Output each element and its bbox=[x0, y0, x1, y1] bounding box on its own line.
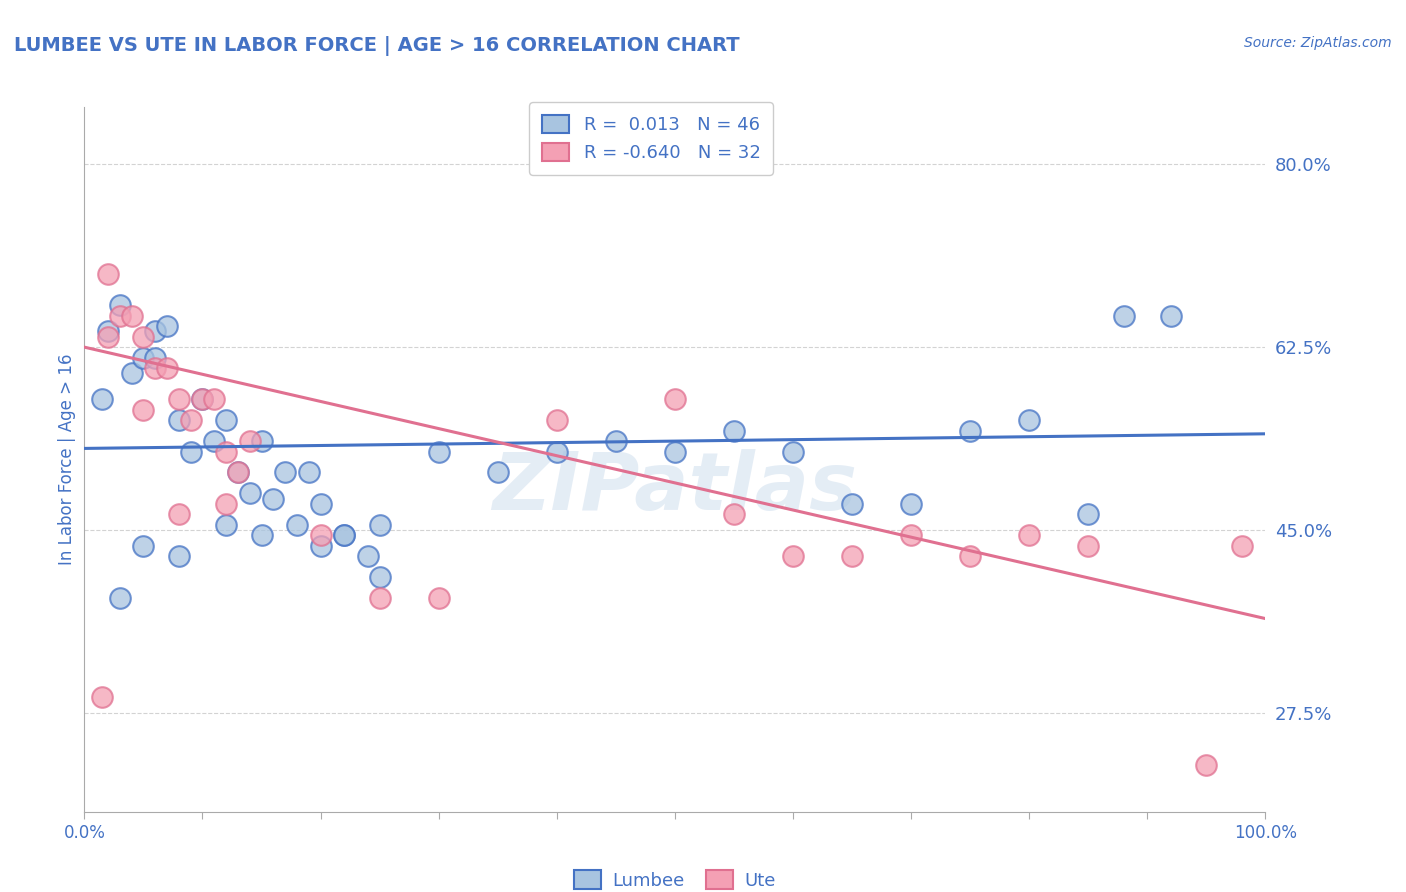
Point bbox=[546, 444, 568, 458]
Point bbox=[156, 361, 179, 376]
Point bbox=[191, 392, 214, 407]
Point bbox=[202, 434, 225, 449]
Point bbox=[180, 444, 202, 458]
Point bbox=[226, 466, 249, 480]
Point bbox=[132, 329, 155, 343]
Point bbox=[143, 325, 166, 339]
Legend: Lumbee, Ute: Lumbee, Ute bbox=[567, 863, 783, 892]
Point bbox=[167, 392, 190, 407]
Point bbox=[605, 434, 627, 449]
Y-axis label: In Labor Force | Age > 16: In Labor Force | Age > 16 bbox=[58, 353, 76, 566]
Point bbox=[1077, 507, 1099, 521]
Point bbox=[121, 366, 143, 380]
Point bbox=[1112, 309, 1135, 323]
Point bbox=[723, 424, 745, 438]
Point bbox=[132, 402, 155, 417]
Point bbox=[167, 413, 190, 427]
Point bbox=[664, 444, 686, 458]
Point bbox=[167, 507, 190, 521]
Point bbox=[108, 309, 131, 323]
Point bbox=[97, 329, 120, 343]
Point bbox=[156, 319, 179, 334]
Text: ZIPatlas: ZIPatlas bbox=[492, 449, 858, 526]
Point bbox=[959, 424, 981, 438]
Point bbox=[121, 309, 143, 323]
Point bbox=[262, 491, 284, 506]
Point bbox=[782, 444, 804, 458]
Point bbox=[333, 528, 356, 542]
Point bbox=[285, 517, 308, 532]
Point bbox=[91, 690, 114, 704]
Point bbox=[368, 570, 391, 584]
Point bbox=[1077, 539, 1099, 553]
Point bbox=[841, 497, 863, 511]
Point bbox=[664, 392, 686, 407]
Point bbox=[782, 549, 804, 563]
Point bbox=[180, 413, 202, 427]
Point bbox=[191, 392, 214, 407]
Point bbox=[1195, 757, 1218, 772]
Point bbox=[108, 298, 131, 312]
Point bbox=[309, 528, 332, 542]
Point bbox=[1160, 309, 1182, 323]
Point bbox=[132, 539, 155, 553]
Point bbox=[368, 591, 391, 605]
Point bbox=[274, 466, 297, 480]
Point bbox=[723, 507, 745, 521]
Point bbox=[143, 351, 166, 365]
Point bbox=[298, 466, 321, 480]
Point bbox=[368, 517, 391, 532]
Point bbox=[900, 497, 922, 511]
Point bbox=[97, 267, 120, 281]
Point bbox=[239, 434, 262, 449]
Point bbox=[1018, 528, 1040, 542]
Point bbox=[959, 549, 981, 563]
Point bbox=[91, 392, 114, 407]
Point bbox=[427, 591, 450, 605]
Point bbox=[333, 528, 356, 542]
Point bbox=[167, 549, 190, 563]
Point bbox=[309, 497, 332, 511]
Point bbox=[250, 528, 273, 542]
Point bbox=[486, 466, 509, 480]
Point bbox=[215, 497, 238, 511]
Point bbox=[215, 413, 238, 427]
Point bbox=[250, 434, 273, 449]
Text: LUMBEE VS UTE IN LABOR FORCE | AGE > 16 CORRELATION CHART: LUMBEE VS UTE IN LABOR FORCE | AGE > 16 … bbox=[14, 36, 740, 55]
Point bbox=[309, 539, 332, 553]
Point bbox=[841, 549, 863, 563]
Point bbox=[239, 486, 262, 500]
Point bbox=[202, 392, 225, 407]
Point bbox=[357, 549, 380, 563]
Point bbox=[215, 444, 238, 458]
Point bbox=[1230, 539, 1253, 553]
Text: Source: ZipAtlas.com: Source: ZipAtlas.com bbox=[1244, 36, 1392, 50]
Point bbox=[1018, 413, 1040, 427]
Point bbox=[427, 444, 450, 458]
Point bbox=[900, 528, 922, 542]
Point bbox=[546, 413, 568, 427]
Point bbox=[97, 325, 120, 339]
Point bbox=[226, 466, 249, 480]
Point bbox=[143, 361, 166, 376]
Point bbox=[108, 591, 131, 605]
Point bbox=[215, 517, 238, 532]
Point bbox=[132, 351, 155, 365]
